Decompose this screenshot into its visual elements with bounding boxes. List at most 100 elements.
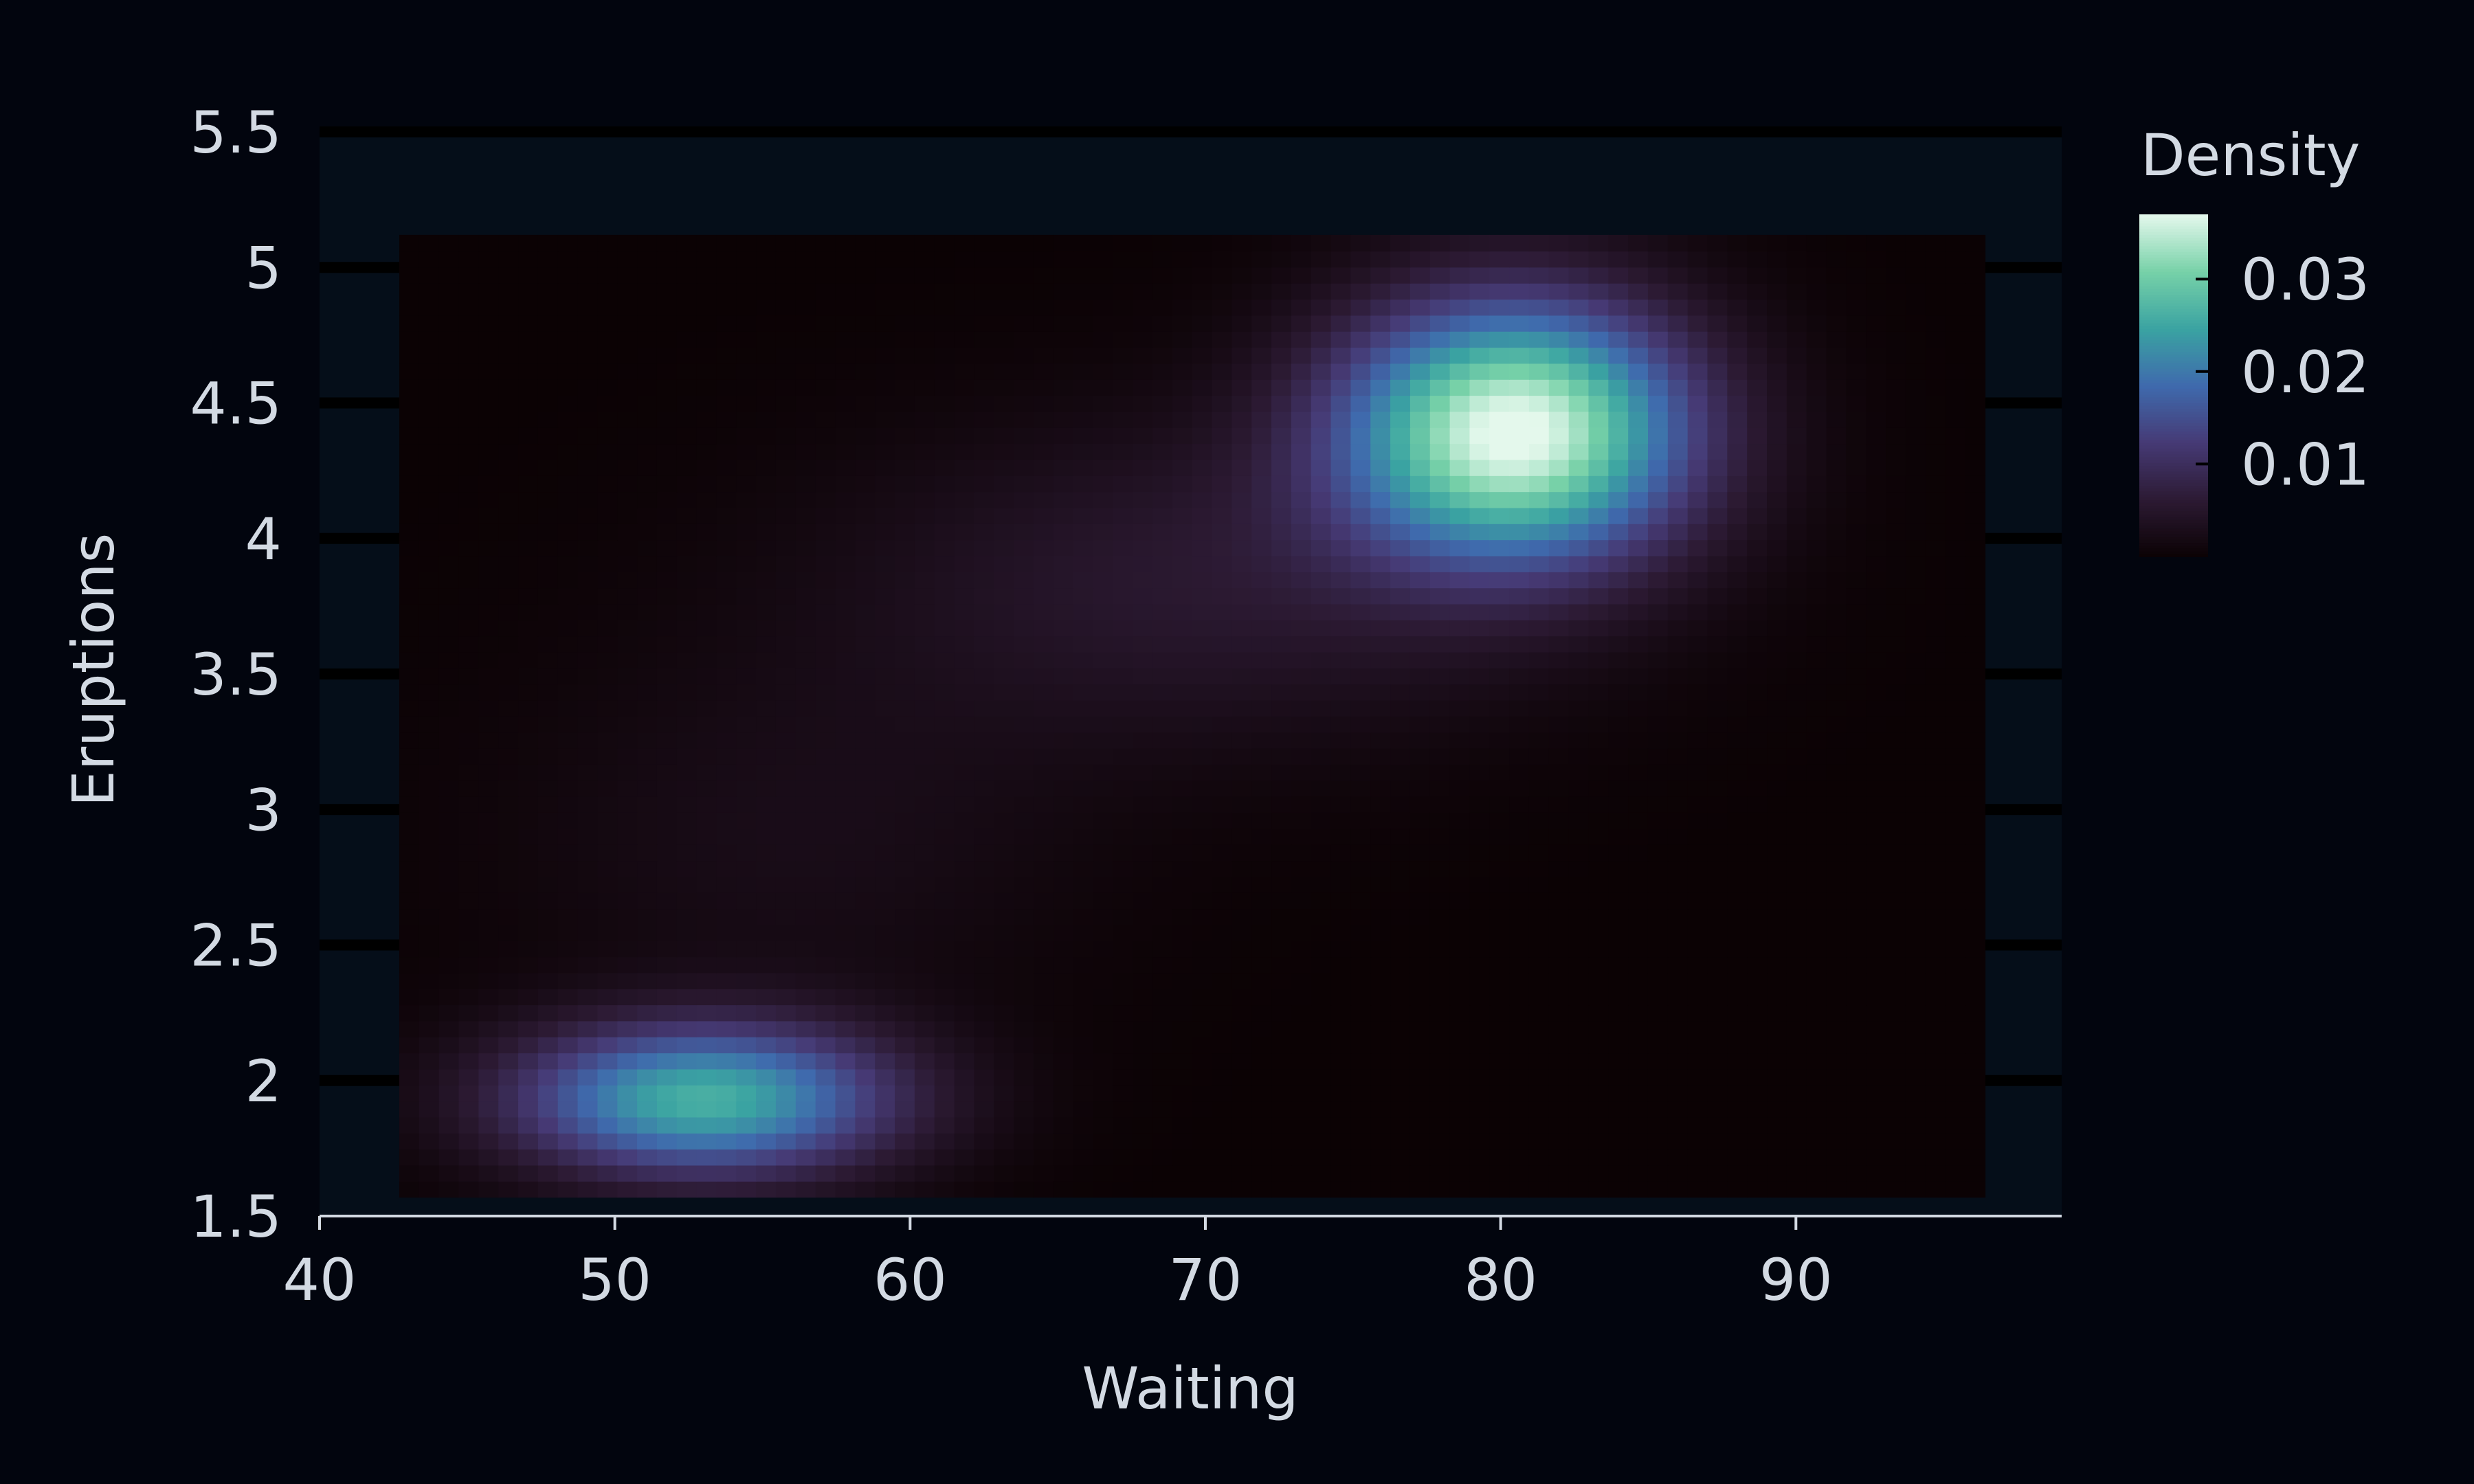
- heatmap-cell: [1727, 828, 1748, 845]
- heatmap-cell: [736, 507, 757, 524]
- heatmap-cell: [1053, 1101, 1074, 1118]
- heatmap-cell: [637, 555, 658, 572]
- heatmap-cell: [617, 876, 638, 893]
- heatmap-cell: [498, 876, 519, 893]
- heatmap-cell: [1311, 972, 1332, 989]
- heatmap-cell: [855, 908, 876, 925]
- heatmap-cell: [577, 443, 599, 460]
- heatmap-cell: [1727, 330, 1748, 348]
- heatmap-cell: [1866, 732, 1886, 749]
- heatmap-cell: [1449, 988, 1471, 1006]
- heatmap-cell: [1232, 1020, 1252, 1037]
- heatmap-cell: [676, 1149, 698, 1166]
- heatmap-cell: [1667, 251, 1689, 268]
- heatmap-cell: [676, 1020, 698, 1037]
- legend-color-step: [2139, 374, 2208, 378]
- heatmap-cell: [1826, 555, 1847, 572]
- heatmap-cell: [498, 555, 519, 572]
- heatmap-cell: [1033, 603, 1054, 620]
- heatmap-cell: [1548, 299, 1570, 316]
- heatmap-cell: [597, 1101, 618, 1118]
- heatmap-cell: [399, 475, 420, 493]
- heatmap-cell: [855, 539, 876, 556]
- heatmap-cell: [1528, 395, 1550, 412]
- heatmap-cell: [1172, 491, 1193, 508]
- heatmap-cell: [1172, 972, 1193, 989]
- heatmap-cell: [458, 1116, 480, 1134]
- heatmap-cell: [1330, 475, 1352, 493]
- heatmap-cell: [1014, 411, 1034, 428]
- heatmap-cell: [1647, 1004, 1669, 1022]
- heatmap-cell: [1826, 908, 1847, 925]
- heatmap-cell: [1687, 363, 1708, 380]
- heatmap-cell: [716, 411, 737, 428]
- heatmap-cell: [815, 572, 836, 589]
- heatmap-cell: [736, 411, 757, 428]
- heatmap-cell: [537, 1020, 559, 1037]
- heatmap-cell: [1528, 1036, 1550, 1054]
- heatmap-cell: [458, 620, 480, 637]
- heatmap-cell: [954, 716, 975, 733]
- heatmap-cell: [1232, 1165, 1252, 1182]
- heatmap-cell: [1271, 1149, 1292, 1166]
- heatmap-cell: [775, 603, 796, 620]
- heatmap-cell: [994, 780, 1014, 797]
- heatmap-cell: [1925, 1020, 1946, 1037]
- heatmap-cell: [438, 1020, 460, 1037]
- heatmap-cell: [974, 716, 995, 733]
- heatmap-cell: [775, 732, 796, 749]
- heatmap-cell: [518, 1133, 539, 1150]
- heatmap-cell: [1232, 475, 1252, 493]
- heatmap-cell: [954, 940, 975, 958]
- heatmap-cell: [498, 828, 519, 845]
- heatmap-cell: [1113, 459, 1133, 476]
- heatmap-cell: [1945, 924, 1966, 941]
- heatmap-cell: [676, 395, 698, 412]
- legend-color-step: [2139, 337, 2208, 341]
- heatmap-cell: [1866, 1181, 1886, 1198]
- heatmap-cell: [1172, 988, 1193, 1006]
- heatmap-cell: [1588, 860, 1609, 877]
- heatmap-cell: [1628, 812, 1649, 829]
- heatmap-cell: [438, 330, 460, 348]
- heatmap-cell: [1152, 299, 1173, 316]
- heatmap-cell: [974, 299, 995, 316]
- heatmap-cell: [676, 668, 698, 685]
- heatmap-cell: [399, 1053, 420, 1070]
- heatmap-cell: [716, 282, 737, 300]
- heatmap-cell: [1192, 908, 1213, 925]
- heatmap-cell: [1647, 924, 1669, 941]
- heatmap-cell: [756, 908, 777, 925]
- heatmap-cell: [1826, 251, 1847, 268]
- heatmap-cell: [1232, 587, 1252, 605]
- heatmap-cell: [1568, 651, 1590, 668]
- heatmap-cell: [676, 363, 698, 380]
- heatmap-cell: [1330, 330, 1352, 348]
- heatmap-cell: [1528, 555, 1550, 572]
- heatmap-cell: [1113, 812, 1133, 829]
- heatmap-cell: [1588, 1149, 1609, 1166]
- heatmap-cell: [1905, 1068, 1926, 1086]
- heatmap-cell: [1866, 844, 1886, 862]
- heatmap-cell: [1133, 555, 1153, 572]
- heatmap-cell: [1370, 972, 1391, 989]
- heatmap-cell: [736, 812, 757, 829]
- heatmap-cell: [1152, 363, 1173, 380]
- heatmap-cell: [1469, 507, 1491, 524]
- heatmap-cell: [795, 636, 816, 653]
- heatmap-cell: [1073, 651, 1094, 668]
- heatmap-cell: [656, 379, 678, 396]
- heatmap-cell: [1548, 555, 1570, 572]
- heatmap-cell: [1469, 1133, 1491, 1150]
- heatmap-cell: [1747, 988, 1768, 1006]
- heatmap-cell: [875, 251, 895, 268]
- heatmap-cell: [1905, 747, 1926, 765]
- heatmap-cell: [1905, 1133, 1926, 1150]
- heatmap-cell: [1687, 572, 1708, 589]
- heatmap-cell: [498, 1101, 519, 1118]
- heatmap-cell: [1965, 668, 1986, 685]
- heatmap-cell: [1806, 330, 1827, 348]
- heatmap-cell: [1449, 587, 1471, 605]
- heatmap-cell: [1291, 524, 1312, 541]
- heatmap-cell: [419, 747, 440, 765]
